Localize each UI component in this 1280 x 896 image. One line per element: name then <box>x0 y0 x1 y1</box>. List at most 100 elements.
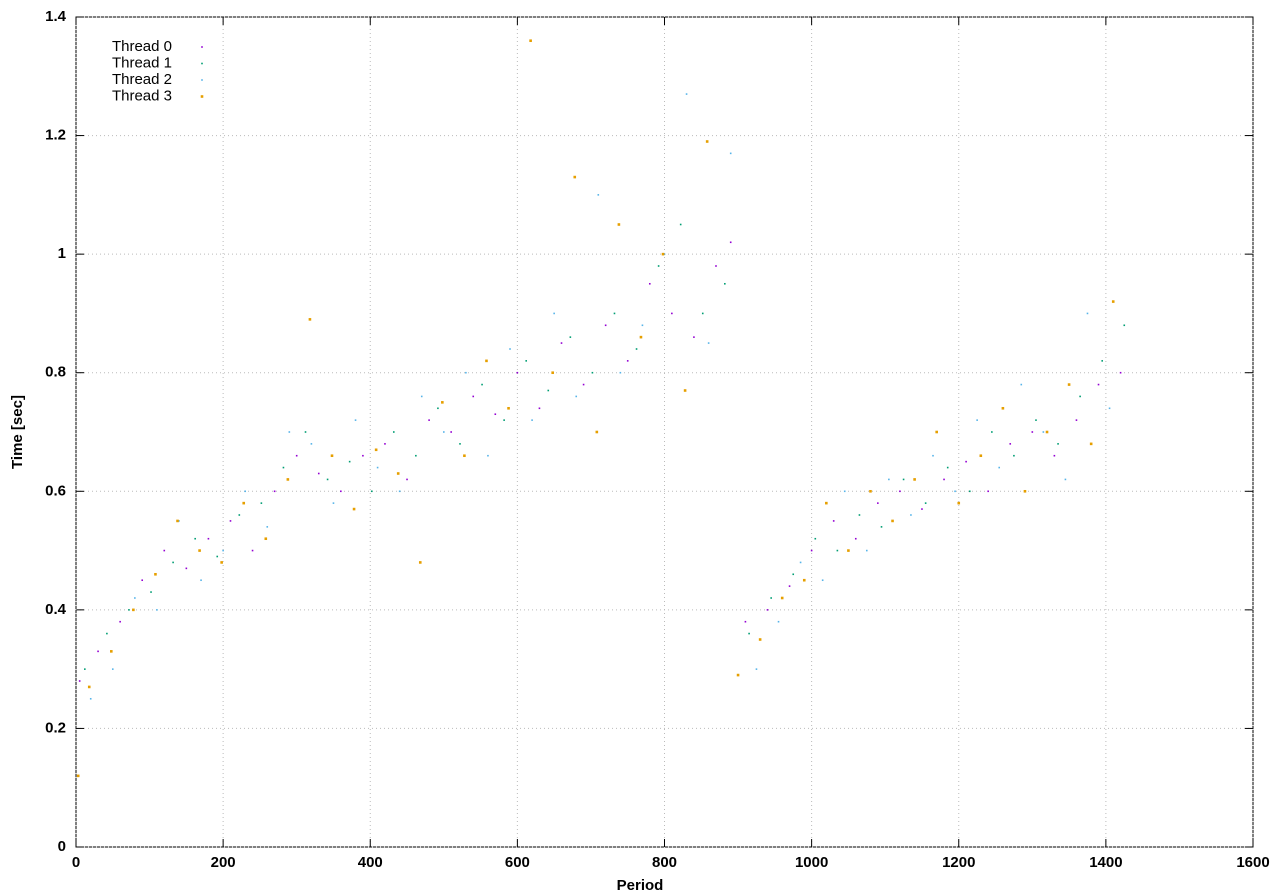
point <box>194 537 196 540</box>
point <box>487 454 489 457</box>
point <box>724 282 726 285</box>
point <box>547 389 550 392</box>
point <box>141 579 144 582</box>
point <box>770 597 772 599</box>
point <box>683 389 687 392</box>
point <box>509 348 511 350</box>
point <box>913 478 916 481</box>
point <box>176 519 179 523</box>
point <box>420 395 423 398</box>
point <box>441 401 444 404</box>
point <box>110 650 113 653</box>
x-tick-label: 1200 <box>942 854 975 871</box>
legend-label: Thread 0 <box>112 38 172 55</box>
point <box>156 609 158 611</box>
point <box>428 419 430 421</box>
point <box>1053 454 1056 457</box>
point <box>685 93 688 95</box>
point <box>657 265 660 267</box>
point <box>626 360 629 362</box>
point <box>415 454 417 457</box>
point <box>87 685 91 689</box>
point <box>551 371 554 375</box>
point <box>384 443 386 445</box>
point <box>954 490 956 493</box>
point <box>1097 383 1100 386</box>
x-tick-label: 800 <box>652 854 677 871</box>
point <box>799 561 802 564</box>
point <box>617 223 621 226</box>
point <box>802 578 806 582</box>
point <box>635 348 638 350</box>
point <box>106 632 108 635</box>
point <box>472 395 475 398</box>
x-tick-label: 600 <box>505 854 530 871</box>
point <box>78 680 81 682</box>
point <box>1119 371 1122 374</box>
point <box>902 478 905 481</box>
y-tick-label: 0.8 <box>45 364 66 381</box>
point <box>777 620 780 623</box>
point <box>229 520 232 522</box>
point <box>943 478 945 481</box>
point <box>744 620 747 623</box>
point <box>84 668 86 670</box>
point <box>244 490 246 493</box>
point <box>340 490 342 493</box>
point <box>418 561 422 564</box>
point <box>553 312 555 315</box>
point <box>286 478 290 481</box>
point <box>832 520 835 522</box>
point <box>264 537 268 541</box>
point <box>163 549 166 552</box>
point <box>97 650 99 653</box>
point <box>888 478 890 481</box>
point <box>354 419 357 421</box>
point <box>792 573 795 576</box>
point <box>132 608 135 612</box>
point <box>613 312 616 315</box>
point <box>76 774 80 778</box>
point <box>821 579 824 582</box>
x-tick-label: 1000 <box>795 854 828 871</box>
point <box>198 549 201 552</box>
point <box>326 478 329 481</box>
point <box>207 537 210 540</box>
point <box>976 419 978 421</box>
point <box>295 454 298 457</box>
legend-label: Thread 3 <box>112 87 172 104</box>
point <box>693 336 695 338</box>
point <box>485 359 488 363</box>
point <box>1067 383 1071 386</box>
point <box>1064 478 1067 481</box>
point <box>1020 383 1023 386</box>
point <box>910 514 912 516</box>
point <box>304 431 307 433</box>
point <box>1009 443 1012 445</box>
point <box>604 324 607 327</box>
point <box>679 223 682 226</box>
point <box>736 673 740 677</box>
point <box>1013 454 1015 457</box>
point <box>865 549 868 552</box>
y-tick-label: 0.4 <box>45 601 67 618</box>
point <box>111 668 114 670</box>
point <box>899 490 901 493</box>
point <box>216 555 219 558</box>
point <box>463 454 466 458</box>
point <box>308 318 312 321</box>
point <box>396 472 400 475</box>
point <box>1108 407 1111 410</box>
point <box>310 443 313 445</box>
point <box>266 526 269 528</box>
point <box>437 407 439 410</box>
point <box>538 407 541 410</box>
point <box>392 431 395 433</box>
point <box>465 371 467 374</box>
point <box>1057 443 1059 445</box>
point <box>847 549 850 552</box>
point <box>825 501 828 505</box>
point <box>619 371 622 374</box>
point <box>172 561 174 564</box>
